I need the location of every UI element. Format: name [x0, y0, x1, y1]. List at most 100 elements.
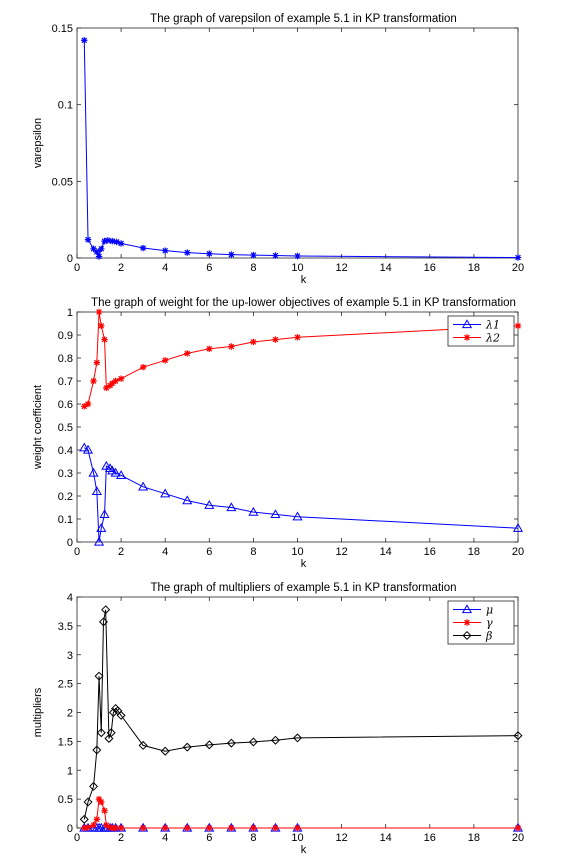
data-point: [109, 380, 116, 387]
data-point: [101, 807, 108, 814]
chart-title: The graph of multipliers of example 5.1 …: [151, 582, 457, 594]
data-point: [226, 502, 237, 512]
data-point: [83, 797, 93, 807]
x-tick-label: 16: [424, 832, 436, 844]
legend-swatch-marker: [461, 319, 473, 329]
data-point: [84, 824, 92, 831]
x-tick-label: 10: [291, 832, 303, 844]
x-tick-label: 2: [118, 262, 124, 274]
legend-entry-label: μ: [486, 604, 493, 617]
data-point: [513, 731, 523, 741]
data-point: [95, 795, 103, 803]
data-point: [79, 814, 89, 824]
data-point: [104, 237, 112, 244]
y-tick-label: 0.1: [58, 100, 73, 112]
series-line: [83, 40, 519, 259]
y-tick-label: 0.15: [52, 23, 73, 35]
data-point: [90, 245, 97, 252]
series-line: [83, 609, 519, 820]
x-axis-label: k: [301, 844, 307, 856]
series-line: [84, 797, 518, 829]
y-tick-label: 3.5: [58, 621, 73, 633]
data-point: [116, 470, 127, 479]
series-λ1: [79, 442, 524, 546]
y-tick-label: 0.6: [58, 399, 73, 411]
x-tick-label: 12: [335, 262, 347, 274]
data-point: [250, 251, 257, 259]
x-tick-label: 20: [512, 832, 524, 844]
legend-swatch-marker: [461, 604, 473, 614]
data-point: [93, 248, 101, 256]
x-tick-label: 20: [512, 262, 524, 274]
x-tick-label: 12: [335, 546, 347, 558]
x-tick-label: 10: [291, 546, 303, 558]
data-point: [514, 254, 522, 261]
chart-3: 0 2 4 6 8 10 12 14 16 18 20 0 0.5 1 1.5 2 2.5 3 3.5 4 The gr…: [32, 582, 524, 856]
data-point: [184, 350, 191, 357]
data-point: [117, 240, 125, 247]
x-tick-label: 12: [335, 832, 347, 844]
x-tick-label: 8: [250, 262, 256, 274]
data-point: [248, 737, 258, 747]
data-point: [98, 798, 105, 806]
x-tick-label: 0: [74, 262, 80, 274]
data-point: [182, 742, 192, 752]
data-point: [99, 509, 110, 519]
x-axis-label: k: [301, 274, 307, 286]
data-point: [204, 499, 215, 509]
x-tick-label: 0: [74, 546, 80, 558]
y-tick-label: 2.5: [58, 679, 73, 691]
y-tick-label: 0.9: [58, 330, 73, 342]
y-axis-label: weight coefficient: [32, 385, 44, 470]
data-point: [101, 237, 108, 245]
data-point: [117, 824, 125, 832]
data-point: [204, 740, 214, 750]
y-tick-label: 1: [67, 307, 73, 319]
chart-1: 0 2 4 6 8 10 12 14 16 18 20 0 0.05 0.1 0.15 The graph o…: [32, 13, 524, 286]
data-point: [103, 384, 110, 392]
y-tick-label: 0.5: [58, 422, 73, 434]
data-point: [206, 250, 213, 257]
data-point: [91, 486, 102, 496]
x-tick-label: 0: [74, 832, 80, 844]
data-point: [248, 506, 259, 516]
y-axis-label: varepsilon: [32, 118, 44, 168]
data-point: [162, 247, 169, 254]
y-tick-label: 0: [67, 253, 73, 265]
data-point: [105, 463, 116, 473]
data-point: [138, 481, 149, 491]
legend-entry-label: λ2: [485, 332, 500, 345]
data-point: [250, 338, 257, 346]
data-point: [112, 824, 119, 832]
data-point: [113, 238, 120, 246]
data-point: [96, 522, 107, 532]
x-tick-label: 2: [118, 832, 124, 844]
data-point: [94, 671, 104, 681]
y-tick-label: 0.2: [58, 491, 73, 503]
data-point: [96, 728, 106, 738]
data-point: [93, 536, 105, 546]
data-point: [116, 710, 126, 720]
data-point: [81, 37, 88, 44]
y-tick-label: 1.5: [58, 736, 73, 748]
data-point: [292, 511, 303, 521]
data-point: [95, 308, 103, 316]
chart-title: The graph of varepsilon of example 5.1 i…: [150, 13, 457, 25]
data-point: [292, 733, 303, 743]
data-point: [512, 522, 524, 532]
data-point: [206, 824, 213, 832]
x-axis-label: k: [301, 558, 307, 570]
legend-swatch-marker: [463, 619, 471, 626]
y-tick-label: 0.8: [58, 353, 73, 365]
data-point: [101, 605, 111, 615]
data-point: [101, 460, 112, 470]
data-point: [95, 253, 103, 260]
plot-area: [76, 311, 519, 543]
data-point: [270, 735, 280, 745]
data-point: [228, 824, 235, 832]
data-point: [112, 377, 119, 385]
legend-box: [447, 315, 515, 347]
x-tick-label: 20: [512, 546, 524, 558]
y-tick-label: 0.7: [58, 376, 73, 388]
